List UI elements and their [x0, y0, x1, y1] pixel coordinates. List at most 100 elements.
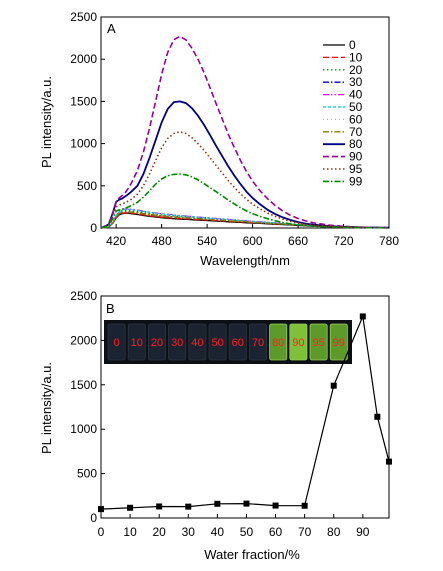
panel-b-label: B — [106, 301, 115, 316]
vial-0 — [107, 323, 126, 361]
panel-a-x-tick-label: 600 — [243, 234, 263, 248]
vial-30 — [168, 323, 187, 361]
panel-b-x-tick-label: 20 — [153, 525, 167, 539]
vial-label-80: 80 — [272, 337, 284, 349]
vial-10 — [127, 323, 146, 361]
series-line-70 — [100, 211, 390, 229]
series-line-90 — [100, 35, 390, 229]
vial-40 — [188, 323, 207, 361]
panel-a-x-tick-label: 660 — [288, 234, 308, 248]
panel-a-y-tick-label: 500 — [77, 179, 97, 193]
series-line-99 — [100, 173, 390, 229]
panel-b-plot-frame — [100, 295, 390, 519]
water-fraction-line — [100, 314, 390, 510]
vial-20 — [147, 323, 166, 361]
panel-a-x-tick-label: 780 — [379, 234, 399, 248]
panel-b-y-tick-label: 1000 — [70, 422, 97, 436]
series-line-95 — [100, 131, 390, 229]
panel-b-series — [98, 313, 392, 513]
data-point-marker — [386, 458, 392, 465]
vial-label-60: 60 — [232, 337, 244, 349]
panel-b-x-tick-label: 70 — [298, 525, 312, 539]
panel-b-x-tick-label: 90 — [356, 525, 370, 539]
panel-a-y-axis-label: PL intensity/a.u. — [39, 76, 54, 168]
legend-label-80: 80 — [349, 137, 363, 151]
legend-label-95: 95 — [349, 162, 363, 176]
panel-a-x-tick-label: 720 — [334, 234, 354, 248]
vial-photo-inset: 0 10 20 30 40 50 60 70 80 90 95 99 — [104, 320, 352, 364]
data-point-marker — [301, 502, 308, 509]
legend-label-60: 60 — [349, 112, 363, 126]
data-point-marker — [185, 503, 192, 510]
panel-a-x-tick-label: 420 — [106, 234, 126, 248]
vial-99 — [329, 323, 348, 361]
panel-a-y-tick-label: 2000 — [70, 52, 97, 66]
panel-a-ticks: 420 480 540 600 660 720 780 0 500 1000 1500 2000 250… — [70, 10, 399, 248]
vial-95 — [309, 323, 328, 361]
vial-label-90: 90 — [292, 337, 304, 349]
legend-label-30: 30 — [349, 75, 363, 89]
vial-label-99: 99 — [333, 337, 345, 349]
series-line-20 — [100, 209, 390, 229]
panel-b-x-tick-label: 10 — [123, 525, 137, 539]
vial-70 — [248, 323, 267, 361]
panel-a-x-tick-label: 480 — [152, 234, 172, 248]
series-line-80 — [100, 100, 390, 229]
data-point-marker — [127, 504, 134, 511]
panel-b-x-tick-label: 30 — [182, 525, 196, 539]
data-point-marker — [330, 382, 337, 389]
data-point-marker — [374, 413, 381, 420]
data-point-marker — [359, 313, 366, 320]
panel-b-y-tick-label: 1500 — [70, 378, 97, 392]
series-line-50 — [100, 208, 390, 229]
data-point-marker — [243, 500, 250, 507]
panel-b-x-tick-label: 80 — [327, 525, 341, 539]
panel-b-y-tick-label: 500 — [77, 467, 97, 481]
panel-b-x-tick-label: 60 — [269, 525, 283, 539]
legend-label-50: 50 — [349, 100, 363, 114]
panel-a-y-tick-label: 0 — [90, 221, 97, 235]
panel-b-x-tick-label: 50 — [240, 525, 254, 539]
panel-b: B 0 10 20 30 40 50 60 70 80 90 95 99 0 10 20 30 40 50 60 7… — [39, 289, 392, 562]
vial-row: 0 10 20 30 40 50 60 70 80 90 95 99 — [107, 323, 348, 361]
data-point-marker — [214, 500, 221, 507]
panel-b-y-tick-label: 2000 — [70, 333, 97, 347]
vial-label-0: 0 — [114, 337, 120, 349]
vial-label-95: 95 — [312, 337, 324, 349]
panel-a-x-tick-label: 540 — [197, 234, 217, 248]
panel-a-label: A — [107, 21, 116, 36]
panel-a: A 420 480 540 600 660 720 780 0 500 1000 1500 2000 2… — [39, 10, 399, 268]
panel-a-y-tick-label: 2500 — [70, 10, 97, 24]
legend-label-70: 70 — [349, 125, 363, 139]
vial-label-70: 70 — [252, 337, 264, 349]
panel-a-y-tick-label: 1000 — [70, 137, 97, 151]
legend-label-10: 10 — [349, 50, 363, 64]
data-point-marker — [98, 506, 104, 513]
series-line-10 — [100, 212, 390, 229]
panel-b-y-tick-label: 0 — [90, 511, 97, 525]
panel-b-y-tick-label: 2500 — [70, 289, 97, 303]
vial-60 — [228, 323, 247, 361]
legend-label-90: 90 — [349, 150, 363, 164]
vial-50 — [208, 323, 227, 361]
legend-label-40: 40 — [349, 88, 363, 102]
panel-a-x-axis-label: Wavelength/nm — [200, 253, 290, 268]
vial-label-20: 20 — [151, 337, 163, 349]
legend-label-99: 99 — [349, 174, 363, 188]
panel-b-y-axis-label: PL intensity/a.u. — [39, 362, 54, 454]
panel-b-x-tick-label: 0 — [98, 525, 105, 539]
panel-b-x-tick-label: 40 — [211, 525, 225, 539]
vial-90 — [289, 323, 308, 361]
vial-80 — [269, 323, 288, 361]
data-point-marker — [272, 502, 279, 509]
panel-b-x-axis-label: Water fraction/% — [204, 547, 300, 562]
vial-label-30: 30 — [171, 337, 183, 349]
panel-a-series — [100, 35, 390, 229]
panel-a-y-tick-label: 1500 — [70, 94, 97, 108]
panel-a-plot-frame — [100, 16, 390, 229]
vial-label-40: 40 — [191, 337, 203, 349]
vial-label-50: 50 — [211, 337, 223, 349]
